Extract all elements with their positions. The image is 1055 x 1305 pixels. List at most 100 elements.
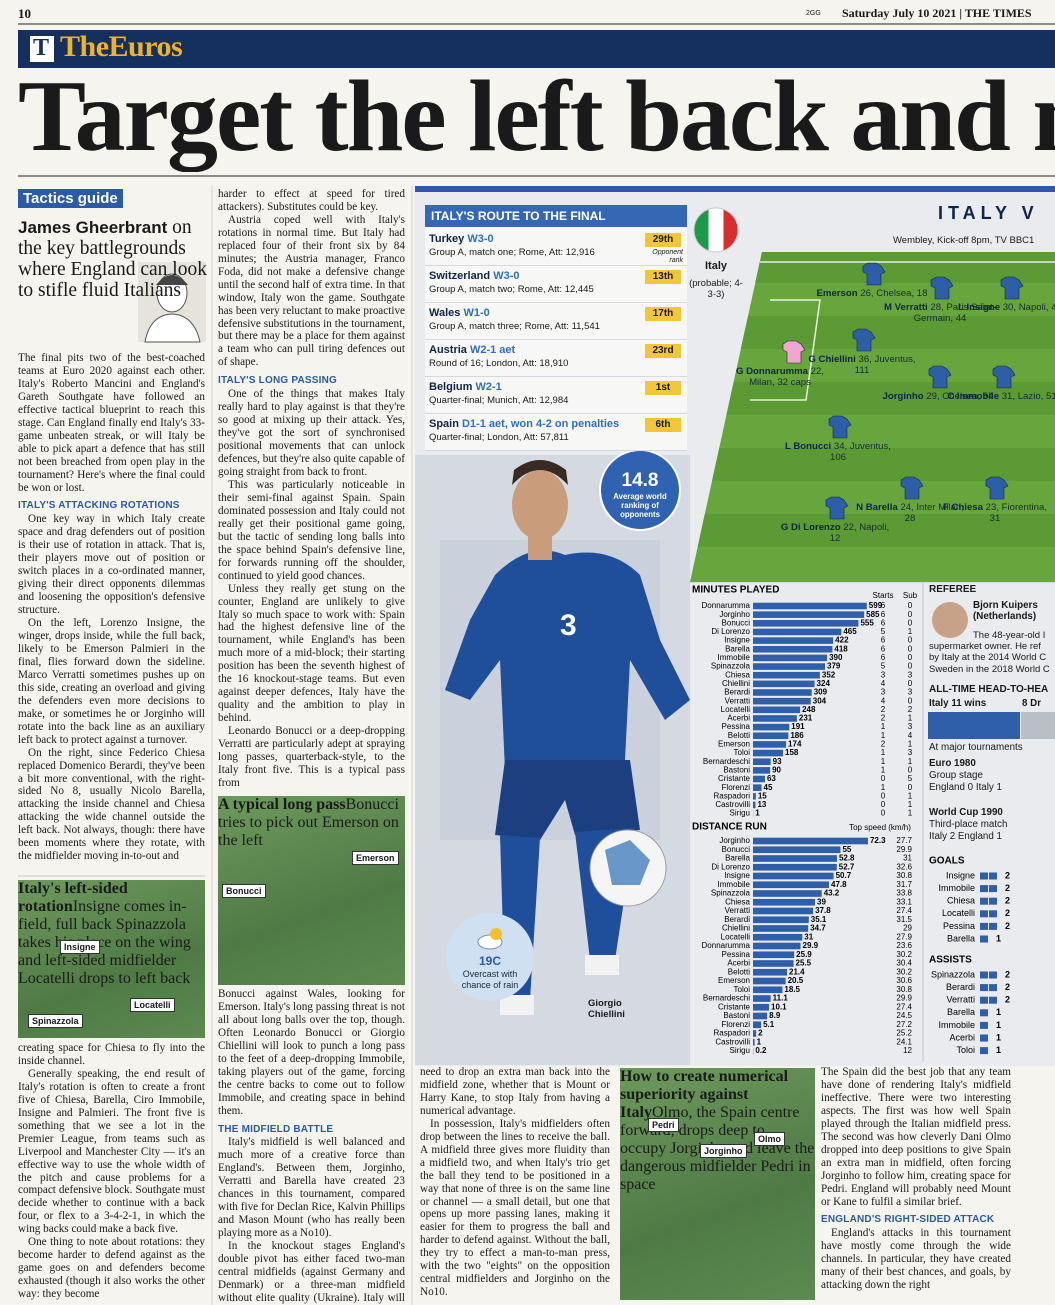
bar [753, 767, 771, 774]
category-label: Jorginho [719, 610, 750, 619]
category-label: Immobile [718, 880, 751, 889]
player-name: L Bonucci [785, 441, 832, 452]
value-label: 43.2 [824, 889, 840, 898]
category-label: Cristante [718, 774, 751, 783]
player-detail: 24, Inter Milan, 28 [900, 502, 964, 524]
value-label: 35.1 [811, 915, 827, 924]
paragraph: Austria coped well with Italy's rotation… [218, 213, 405, 369]
kicker: Tactics guide [18, 189, 123, 208]
route-row: Spain D1-1 aet, won 4-2 on penalties Quar… [425, 413, 687, 451]
value-label: 52.7 [839, 862, 855, 871]
column-value: 1 [908, 627, 913, 636]
column-value: 6 [881, 636, 886, 645]
column-value: 29.9 [896, 845, 912, 854]
route-team: Wales [429, 307, 461, 319]
value-label: 18.5 [784, 985, 800, 994]
column-value: 2 [881, 714, 886, 723]
column-value: 27.7 [896, 836, 912, 845]
shirt [852, 328, 876, 352]
route-title: ITALY'S ROUTE TO THE FINAL [431, 209, 606, 223]
route-rank: 23rd [645, 344, 681, 358]
category-label: Raspadori [714, 791, 751, 800]
category-label: Verratti [946, 995, 975, 1005]
player-tag: Emerson [352, 851, 399, 865]
player-tag: Jorginho [700, 1144, 747, 1158]
chart-title: ASSISTS [929, 955, 972, 966]
value-label: 2 [1005, 995, 1010, 1005]
route-result: W2-1 [475, 381, 502, 393]
category-label: Acerbi [727, 959, 750, 968]
bar [753, 645, 833, 653]
value-label: 0.2 [755, 1046, 767, 1055]
value-label: 10.1 [771, 1002, 787, 1011]
shirt [900, 476, 924, 500]
category-label: Chiesa [947, 896, 975, 906]
value-label: 31 [804, 932, 813, 941]
bar [753, 793, 756, 800]
value-label: 158 [785, 748, 799, 757]
category-label: Emerson [718, 740, 750, 749]
value-label: 1 [996, 933, 1001, 943]
value-label: 20.5 [788, 976, 804, 985]
paragraph: The final pits two of the best-coached t… [18, 352, 205, 494]
shirt [930, 276, 954, 300]
bar [980, 1021, 988, 1029]
paragraph: harder to effect at speed for tired atta… [218, 188, 405, 213]
value-label: 1 [755, 809, 760, 818]
category-label: Bernardeschi [703, 757, 750, 766]
shirt [985, 476, 1009, 500]
category-label: Bernardeschi [703, 994, 750, 1003]
category-label: Di Lorenzo [711, 862, 750, 871]
route-rank: 13th [645, 270, 681, 284]
player-tag: Pedri [648, 1118, 679, 1132]
subheading: ITALY'S LONG PASSING [218, 375, 337, 387]
photo-caption: Giorgio Chiellini [588, 998, 625, 1020]
route-line: Belgium W2-1 [429, 381, 502, 393]
player-label: L Bonucci 34, Juventus, 106 [782, 441, 894, 463]
page-number: 10 [18, 6, 31, 21]
value-label: 1 [996, 1020, 1001, 1030]
value-label: 25.5 [796, 959, 812, 968]
bar [753, 758, 771, 765]
venue: Wembley, Kick-off 8pm, TV BBC1 [893, 235, 1035, 246]
category-label: Immobile [938, 883, 975, 893]
column-value: 0 [908, 644, 913, 653]
bar [753, 602, 867, 610]
route-rank: 1st [645, 381, 681, 395]
route-panel [425, 205, 687, 450]
player-name: L Insigne [958, 302, 1001, 313]
shirt [1000, 276, 1024, 300]
value-label: 21.4 [789, 967, 805, 976]
section-title: TheEuros [60, 30, 183, 63]
value-label: 8.9 [769, 1011, 781, 1020]
column-value: 12 [903, 1046, 912, 1055]
column-value: 30.4 [896, 959, 912, 968]
bar [753, 732, 789, 740]
player-name: Jorginho [882, 391, 924, 402]
category-label: Locatelli [942, 908, 975, 918]
bar [753, 995, 771, 1002]
column-value: 27.9 [896, 932, 912, 941]
value-label: 2 [1005, 908, 1010, 918]
column-value: 5 [881, 627, 886, 636]
h2h-italy: Italy [929, 698, 949, 709]
player-detail: 28, Paris Saint-Germain, 44 [913, 302, 996, 324]
player-label: Jorginho 29, Chelsea, 34 [882, 391, 994, 402]
value-label: 13 [757, 800, 766, 809]
category-label: Bonucci [722, 845, 751, 854]
value-label: 39 [817, 897, 826, 906]
bar [753, 960, 794, 967]
player-label: C Immobile 31, Lazio, 51 [946, 391, 1055, 402]
edition-code: 2GG [806, 10, 821, 17]
column-value: 6 [881, 618, 886, 627]
article-column: harder to effect at speed for tired atta… [218, 188, 405, 792]
chart-title: MINUTES PLAYED [692, 585, 779, 596]
category-label: Sirigu [730, 1046, 750, 1055]
bar [753, 855, 837, 862]
route-header [425, 205, 687, 227]
column-value: 1 [881, 765, 886, 774]
bar [753, 775, 765, 783]
paragraph: Leonardo Bonucci or a deep-dropping Verr… [218, 725, 405, 789]
column-value: 30.2 [896, 950, 912, 959]
column-value: 1 [881, 748, 886, 757]
